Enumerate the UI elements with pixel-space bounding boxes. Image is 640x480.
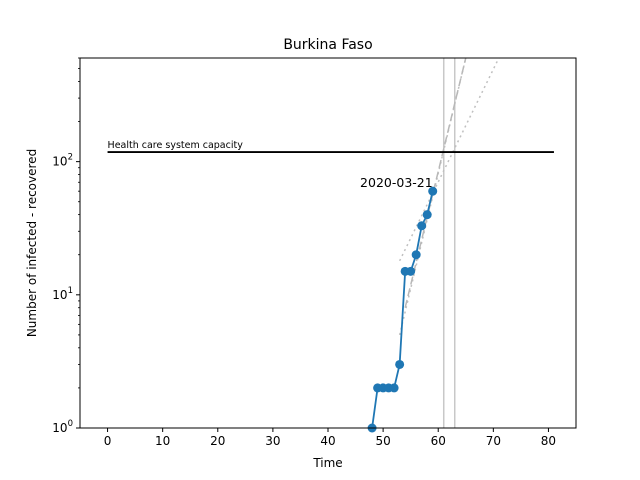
data-point bbox=[411, 250, 421, 260]
data-point bbox=[395, 359, 405, 369]
x-tick-label: 30 bbox=[265, 434, 280, 448]
x-tick-label: 0 bbox=[104, 434, 112, 448]
x-tick-label: 40 bbox=[320, 434, 335, 448]
x-tick-label: 20 bbox=[210, 434, 225, 448]
data-point bbox=[417, 221, 427, 231]
data-point bbox=[428, 186, 438, 196]
date-annotation: 2020-03-21 bbox=[360, 175, 433, 190]
overlay-layer: Health care system capacity 2020-03-21 bbox=[107, 140, 554, 433]
plot-frame bbox=[79, 57, 577, 429]
data-point bbox=[406, 266, 416, 276]
x-tick-label: 50 bbox=[375, 434, 390, 448]
chart-title: Burkina Faso bbox=[283, 37, 372, 53]
plot-area bbox=[398, 58, 500, 428]
x-axis-label: Time bbox=[312, 456, 342, 470]
data-point bbox=[422, 210, 432, 220]
fit-line-3 bbox=[404, 58, 467, 308]
x-tick-label: 10 bbox=[155, 434, 170, 448]
x-tick-label: 60 bbox=[431, 434, 446, 448]
fit-line-1 bbox=[398, 58, 500, 262]
x-tick-label: 80 bbox=[541, 434, 556, 448]
data-point bbox=[389, 383, 399, 393]
x-tick-label: 70 bbox=[486, 434, 501, 448]
capacity-label: Health care system capacity bbox=[108, 140, 244, 151]
y-axis-label: Number of infected - recovered bbox=[25, 149, 39, 337]
